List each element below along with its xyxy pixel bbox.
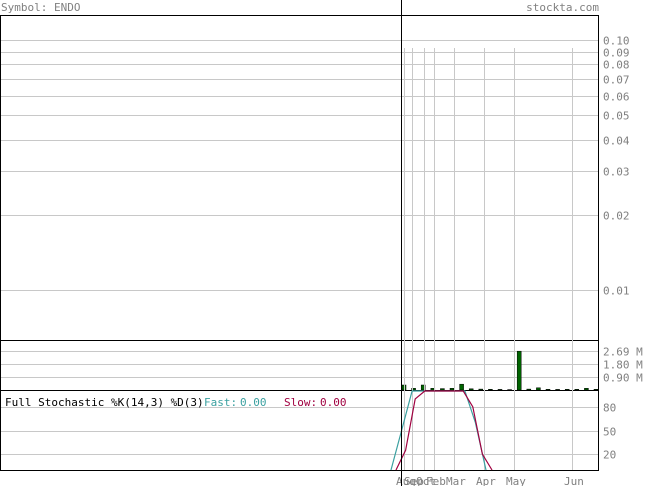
price-tick-label: 0.05 [603, 110, 630, 123]
volume-bar [593, 389, 599, 391]
time-tick-label: Sep [404, 475, 424, 486]
price-tick-label: 0.10 [603, 35, 630, 48]
volume-bar [449, 388, 455, 391]
volume-bar [555, 389, 560, 391]
price-tick-label: 0.03 [603, 166, 630, 179]
price-tick-label: 0.06 [603, 91, 630, 104]
volume-bar [584, 388, 589, 391]
stochastic-grid [1, 407, 598, 455]
volume-bar [497, 389, 503, 391]
volume-bar [526, 388, 532, 391]
price-tick-label: 0.08 [603, 59, 630, 72]
stochastic-panel-frame [0, 390, 599, 471]
fast-label: Fast: [204, 396, 237, 409]
volume-tick-label: 0.90 M [603, 372, 643, 385]
price-tick-label: 0.04 [603, 135, 630, 148]
symbol-label: Symbol: ENDO [1, 1, 80, 14]
time-tick-label: Aug [396, 475, 416, 486]
price-tick-label: 0.01 [603, 285, 630, 298]
stochastic-axis-ticks: 80 50 20 [603, 402, 616, 462]
fast-stochastic-line [390, 390, 487, 471]
time-tick-label: May [506, 475, 526, 486]
volume-bar [564, 389, 570, 391]
time-tick-label: Oct [416, 475, 436, 486]
stochastic-tick-label: 80 [603, 402, 616, 415]
volume-bar [459, 383, 464, 391]
volume-grid [1, 351, 598, 378]
price-tick-label: 0.02 [603, 210, 630, 223]
volume-tick-label: 2.69 M [603, 346, 643, 359]
volume-panel-frame [0, 340, 599, 391]
price-tick-label: 0.09 [603, 47, 630, 60]
volume-bar [545, 389, 551, 391]
volume-bar [420, 384, 426, 391]
volume-bar [478, 388, 484, 391]
time-tick-label: Mar [446, 475, 466, 486]
time-tick-label: Jun [564, 475, 584, 486]
volume-tick-label: 1.80 M [603, 359, 643, 372]
volume-axis-ticks: 2.69 M1.80 M0.90 M [603, 346, 643, 385]
price-grid [1, 40, 598, 291]
time-tick-label: Apr [476, 475, 496, 486]
slow-label: Slow: [284, 396, 317, 409]
volume-bar [516, 350, 522, 391]
site-name: stockta.com [526, 1, 599, 14]
fast-value: 0.00 [240, 396, 267, 409]
slow-value: 0.00 [320, 396, 347, 409]
stochastic-title: Full Stochastic %K(14,3) %D(3) [5, 396, 204, 409]
volume-bar [411, 388, 416, 391]
time-tick-label: Feb [426, 475, 446, 486]
slow-stochastic-line [395, 390, 493, 471]
volume-bar [536, 387, 541, 391]
volume-bar [468, 388, 474, 391]
volume-bar [574, 389, 580, 391]
price-tick-label: 0.07 [603, 74, 630, 87]
stochastic-tick-label: 20 [603, 449, 616, 462]
volume-bars [401, 350, 599, 391]
stochastic-tick-label: 50 [603, 426, 616, 439]
volume-bar [488, 389, 493, 391]
series-lines [390, 42, 493, 471]
time-gridlines [404, 48, 573, 470]
price-axis-ticks: 0.100.090.08 0.07 0.06 0.05 0.04 0.03 0.02 0.01 [603, 35, 630, 298]
volume-bar [440, 388, 445, 391]
